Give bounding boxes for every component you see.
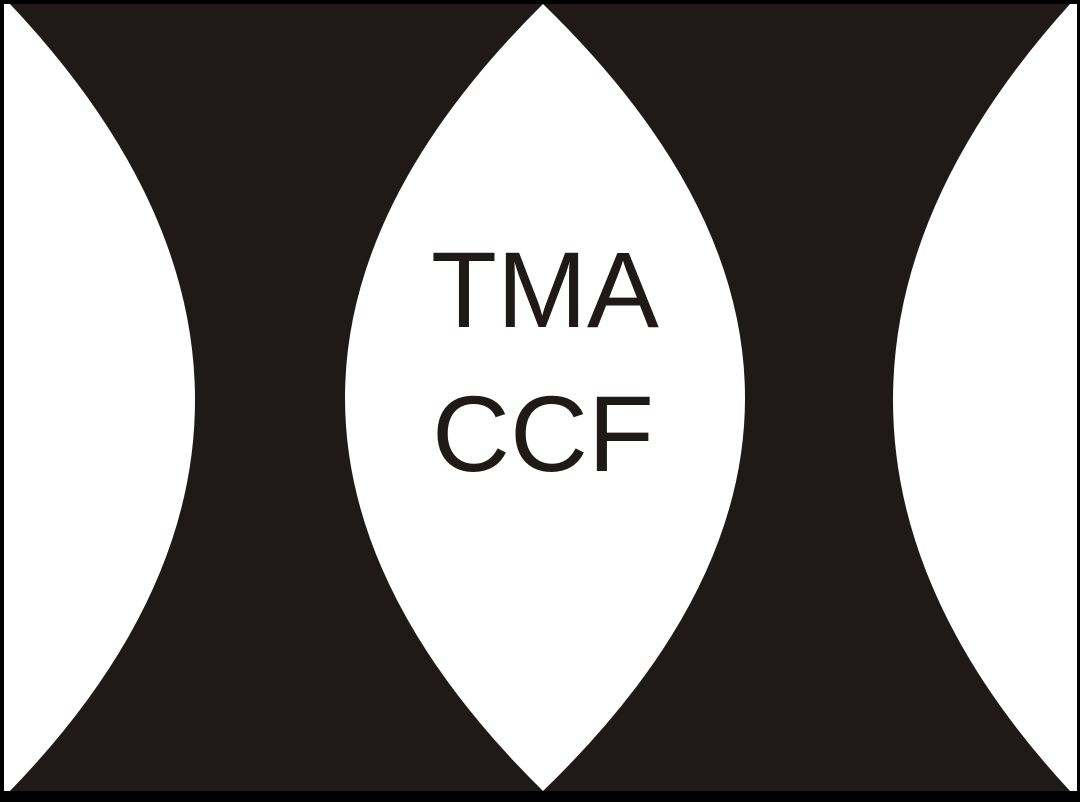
center-lens-shape <box>345 4 745 791</box>
right-white-shape <box>893 4 1077 791</box>
logo-text-line1: TMA <box>431 229 659 350</box>
left-white-shape <box>4 4 195 791</box>
logo-text-line2: CCF <box>432 373 654 494</box>
